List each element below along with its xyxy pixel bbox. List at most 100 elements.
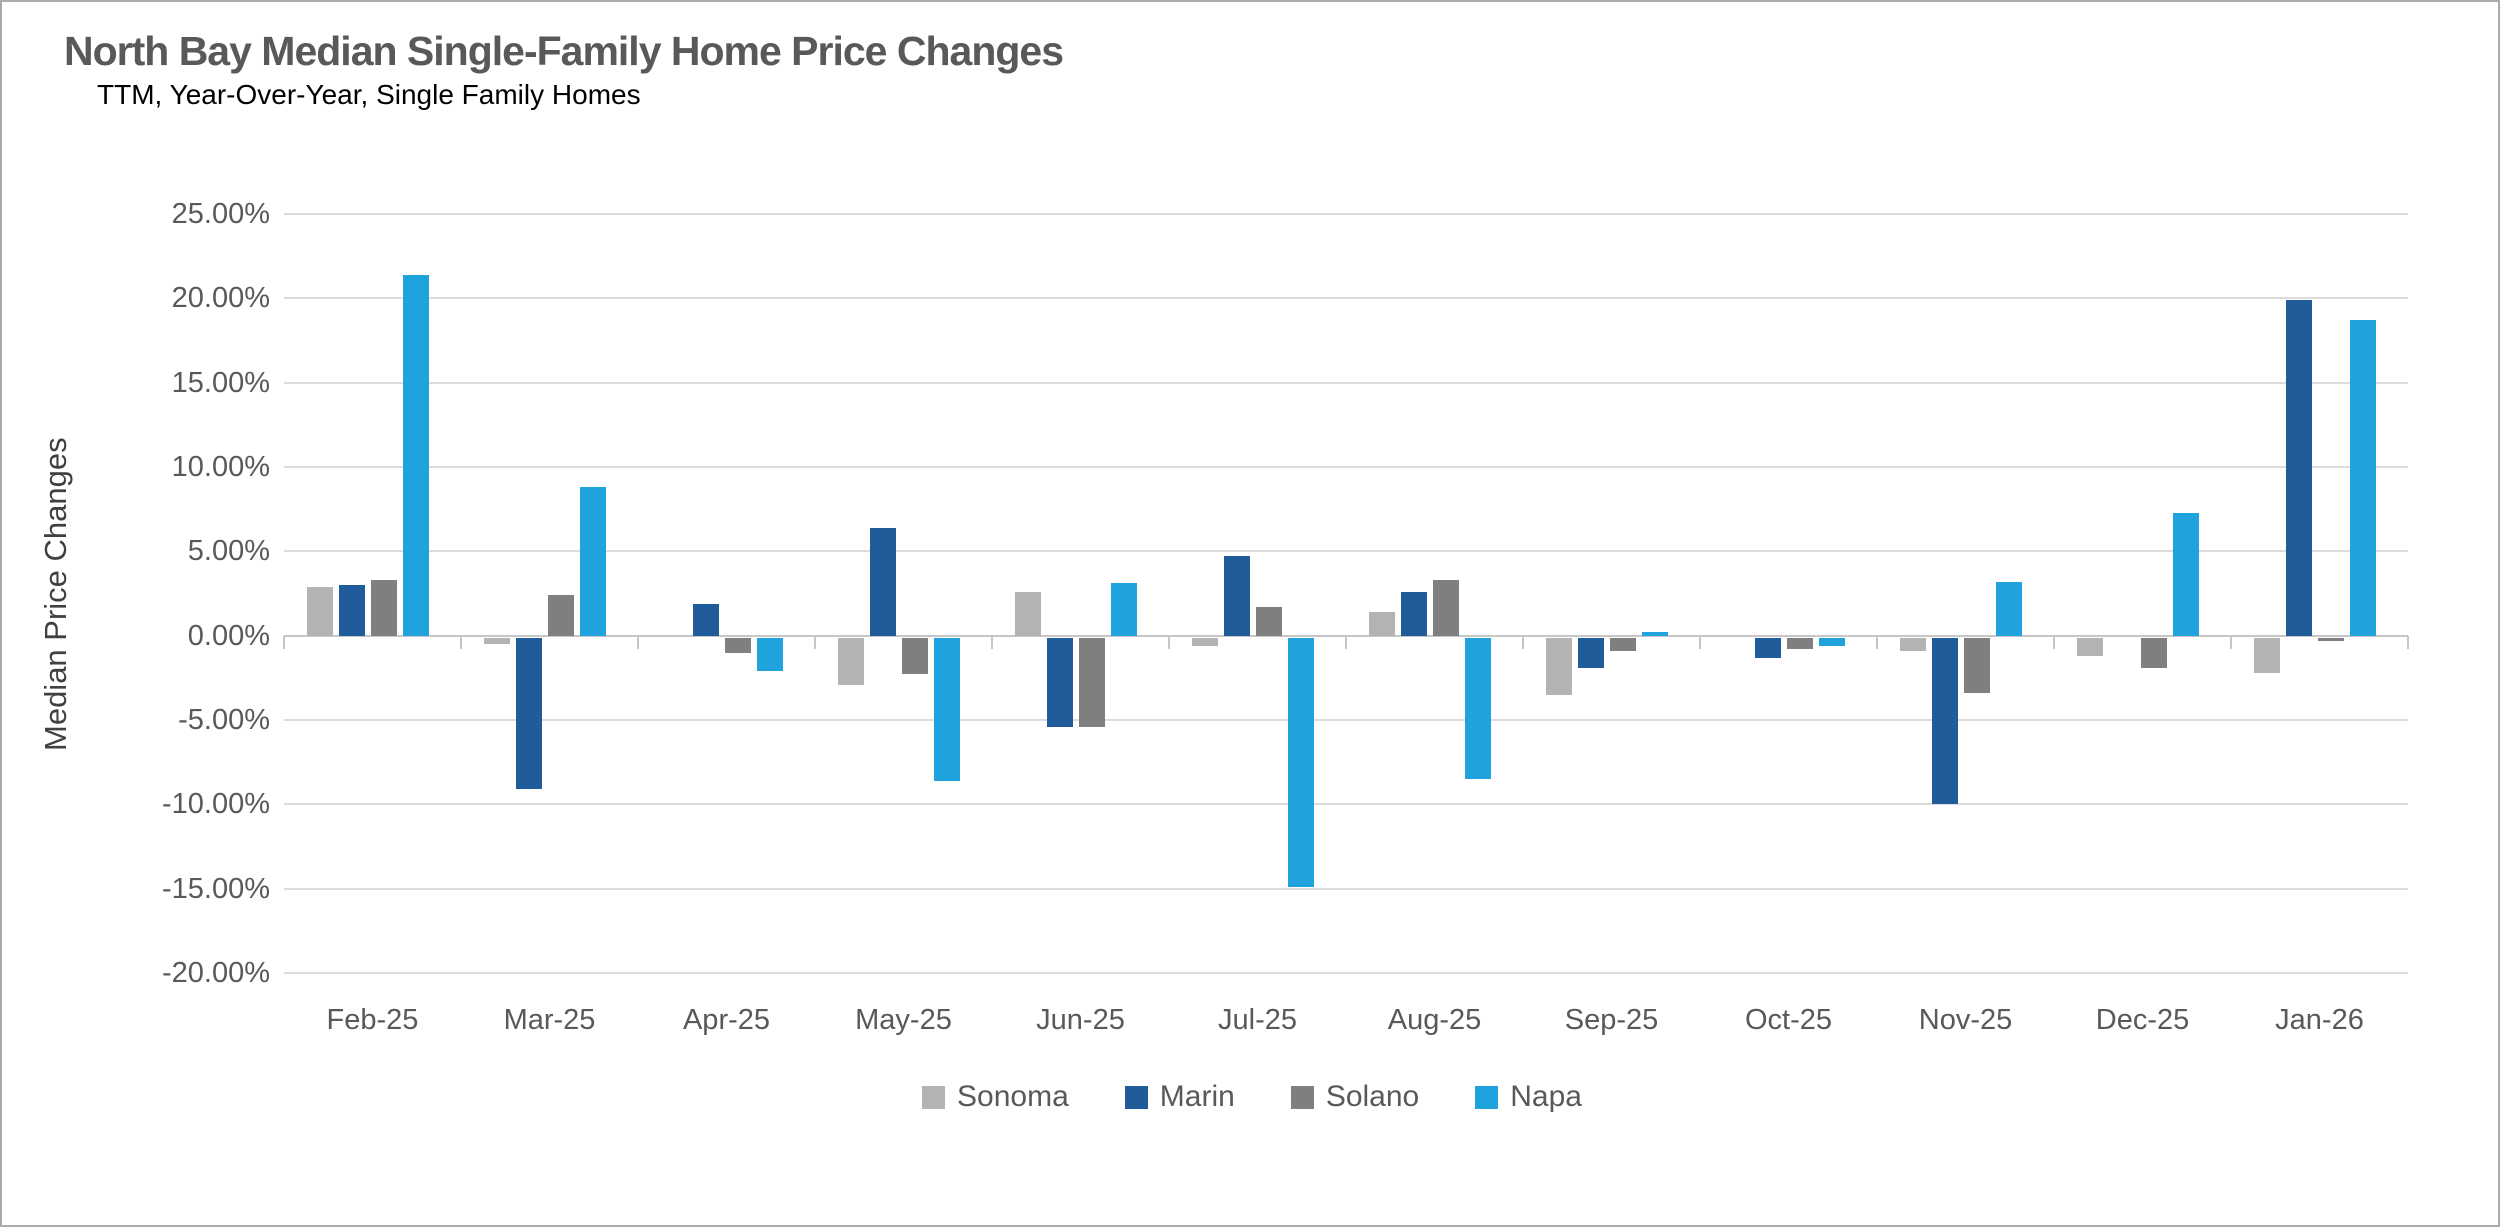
bar-sonoma-feb-25: [307, 586, 333, 636]
bar-solano-jan-26: [2318, 637, 2344, 641]
legend-label-marin: Marin: [1159, 1080, 1235, 1113]
bar-solano-feb-25: [371, 580, 397, 636]
bar-solano-sep-25: [1610, 637, 1636, 651]
legend-label-sonoma: Sonoma: [957, 1080, 1069, 1113]
axis-tick: [2230, 635, 2232, 649]
bar-napa-nov-25: [1996, 581, 2022, 636]
bar-napa-feb-25: [403, 274, 429, 636]
axis-tick: [2053, 635, 2055, 649]
gridline: [284, 803, 2408, 806]
bar-marin-may-25: [870, 527, 896, 636]
bar-sonoma-sep-25: [1546, 637, 1572, 695]
bar-marin-jul-25: [1224, 556, 1250, 636]
legend-label-solano: Solano: [1325, 1080, 1420, 1113]
axis-tick: [991, 635, 993, 649]
x-axis-label-jan-26: Jan-26: [2275, 1004, 2364, 1036]
axis-tick: [1699, 635, 1701, 649]
bar-sonoma-jun-25: [1015, 591, 1041, 636]
x-axis-label-sep-25: Sep-25: [1564, 1004, 1659, 1036]
chart-title: North Bay Median Single-Family Home Pric…: [64, 28, 1064, 74]
y-tick-label: 5.00%: [187, 535, 270, 568]
gridline: [284, 297, 2408, 300]
y-tick-label: 20.00%: [171, 282, 270, 315]
bar-solano-oct-25: [1787, 637, 1813, 650]
legend-item-solano: Solano: [1290, 1080, 1420, 1114]
axis-tick: [1876, 635, 1878, 649]
bar-marin-aug-25: [1401, 591, 1427, 636]
bar-marin-jan-26: [2286, 300, 2312, 636]
bar-sonoma-dec-25: [2077, 637, 2103, 656]
axis-tick: [814, 635, 816, 649]
x-axis-label-feb-25: Feb-25: [326, 1004, 419, 1036]
y-tick-label: -5.00%: [178, 704, 270, 736]
axis-tick: [1522, 635, 1524, 649]
axis-tick: [1168, 635, 1170, 649]
bar-marin-feb-25: [339, 585, 365, 636]
bar-napa-jan-26: [2350, 320, 2376, 636]
bar-napa-dec-25: [2173, 512, 2199, 636]
x-axis-label-mar-25: Mar-25: [503, 1004, 596, 1036]
axis-tick: [637, 635, 639, 649]
bar-solano-apr-25: [725, 637, 751, 653]
bar-napa-aug-25: [1465, 637, 1491, 780]
bar-napa-may-25: [934, 637, 960, 781]
gridline: [284, 719, 2408, 721]
bar-solano-jun-25: [1079, 637, 1105, 727]
legend-item-napa: Napa: [1475, 1080, 1582, 1114]
bar-napa-jun-25: [1111, 583, 1137, 636]
x-axis-label-nov-25: Nov-25: [1918, 1004, 2013, 1036]
y-tick-label: 25.00%: [171, 198, 270, 230]
y-tick-label: 0.00%: [187, 619, 270, 652]
bar-solano-mar-25: [548, 595, 574, 636]
axis-tick: [283, 635, 285, 649]
gridline: [284, 466, 2408, 468]
bar-marin-jun-25: [1047, 637, 1073, 727]
bar-sonoma-aug-25: [1369, 612, 1395, 636]
x-axis-label-apr-25: Apr-25: [682, 1004, 771, 1036]
legend: Sonoma Marin Solano Napa: [2, 1080, 2498, 1114]
bar-marin-mar-25: [516, 637, 542, 790]
bar-solano-nov-25: [1964, 637, 1990, 693]
legend-swatch-marin: [1124, 1085, 1148, 1109]
bar-napa-sep-25: [1642, 632, 1668, 636]
y-tick-label: -20.00%: [161, 957, 270, 989]
x-axis-label-jun-25: Jun-25: [1036, 1004, 1125, 1036]
y-tick-label: -10.00%: [161, 788, 270, 821]
bar-sonoma-jan-26: [2254, 637, 2280, 673]
bar-marin-oct-25: [1755, 637, 1781, 658]
x-axis-label-dec-25: Dec-25: [2095, 1004, 2190, 1036]
legend-label-napa: Napa: [1510, 1080, 1582, 1113]
gridline: [284, 887, 2408, 890]
bar-sonoma-nov-25: [1900, 637, 1926, 651]
legend-swatch-sonoma: [922, 1085, 946, 1109]
bar-solano-may-25: [902, 637, 928, 675]
gridline: [284, 972, 2408, 974]
bar-solano-jul-25: [1256, 606, 1282, 636]
bar-marin-apr-25: [693, 603, 719, 636]
legend-item-sonoma: Sonoma: [922, 1080, 1069, 1114]
legend-swatch-napa: [1475, 1085, 1499, 1109]
axis-tick: [1345, 635, 1347, 649]
gridline: [284, 381, 2408, 384]
bar-sonoma-mar-25: [484, 637, 510, 645]
gridline: [284, 550, 2408, 553]
x-axis-label-jul-25: Jul-25: [1218, 1004, 1297, 1036]
legend-swatch-solano: [1290, 1085, 1314, 1109]
bar-napa-apr-25: [757, 637, 783, 672]
legend-item-marin: Marin: [1124, 1080, 1235, 1114]
bar-napa-oct-25: [1819, 637, 1845, 646]
chart-subtitle: TTM, Year-Over-Year, Single Family Homes: [97, 79, 641, 110]
bar-napa-mar-25: [580, 487, 606, 636]
x-axis-label-aug-25: Aug-25: [1387, 1004, 1482, 1036]
bar-sonoma-jul-25: [1192, 637, 1218, 646]
bar-sonoma-may-25: [838, 637, 864, 685]
axis-tick: [460, 635, 462, 649]
y-tick-label: 15.00%: [171, 366, 270, 399]
y-tick-label: -15.00%: [161, 872, 270, 905]
gridline: [284, 213, 2408, 215]
x-axis-label-may-25: May-25: [855, 1004, 952, 1036]
bar-marin-sep-25: [1578, 637, 1604, 668]
bar-napa-jul-25: [1288, 637, 1314, 887]
